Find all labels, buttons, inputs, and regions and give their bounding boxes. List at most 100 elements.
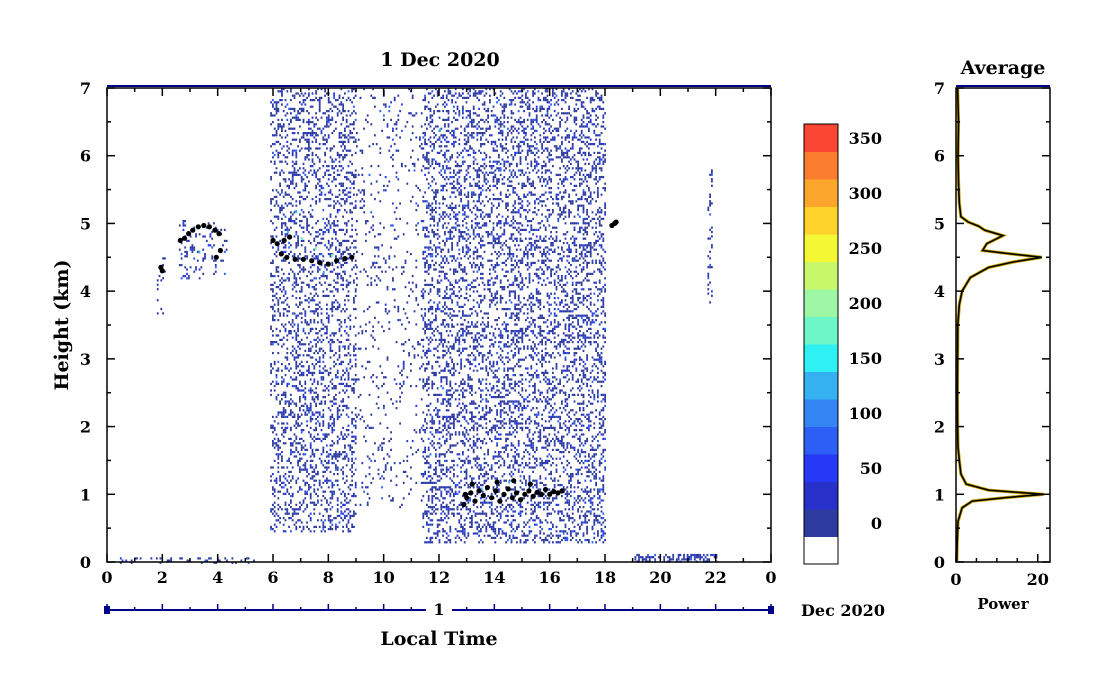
heatmap-cell: [293, 286, 296, 289]
heatmap-cell: [496, 187, 498, 190]
heatmap-cell: [433, 330, 435, 333]
heatmap-cell: [465, 334, 468, 337]
heatmap-cell: [333, 517, 335, 520]
heatmap-cell: [483, 323, 486, 326]
heatmap-cell: [345, 514, 348, 517]
heatmap-cell: [444, 488, 446, 491]
heatmap-cell: [304, 189, 307, 192]
heatmap-cell: [436, 534, 439, 537]
heatmap-cell: [308, 138, 310, 141]
heatmap-cell: [286, 193, 289, 196]
heatmap-cell: [288, 261, 290, 264]
heatmap-cell: [445, 305, 448, 308]
heatmap-cell: [449, 426, 452, 429]
heatmap-cell: [435, 466, 437, 469]
heatmap-cell: [442, 266, 444, 269]
heatmap-cell: [472, 233, 475, 236]
heatmap-cell: [489, 468, 491, 471]
heatmap-cell: [326, 510, 328, 513]
heatmap-cell: [340, 264, 343, 267]
heatmap-cell: [472, 261, 475, 264]
heatmap-cell: [471, 286, 473, 289]
heatmap-cell: [354, 347, 357, 350]
heatmap-cell: [327, 314, 330, 317]
heatmap-cell: [447, 334, 450, 337]
heatmap-cell: [445, 259, 448, 262]
heatmap-cell: [456, 475, 459, 478]
heatmap-cell: [435, 314, 437, 317]
heatmap-cell: [347, 376, 350, 379]
heatmap-cell: [320, 499, 323, 502]
heatmap-cell: [302, 118, 305, 121]
heatmap-cell: [272, 308, 274, 311]
heatmap-cell: [286, 204, 289, 207]
heatmap-cell: [275, 110, 278, 113]
heatmap-cell: [338, 160, 341, 163]
heatmap-cell: [349, 160, 352, 163]
heatmap-cell: [471, 332, 473, 335]
heatmap-cell: [336, 305, 339, 308]
heatmap-cell: [424, 173, 426, 176]
heatmap-cell: [317, 156, 319, 159]
heatmap-cell: [304, 103, 307, 106]
heatmap-cell: [494, 160, 497, 163]
heatmap-cell: [478, 167, 480, 170]
heatmap-cell: [496, 420, 498, 423]
heatmap-cell: [492, 455, 495, 458]
heatmap-cell: [293, 415, 296, 418]
heatmap-cell: [317, 473, 319, 476]
heatmap-cell: [431, 189, 434, 192]
heatmap-cell: [315, 123, 317, 126]
heatmap-cell: [354, 200, 357, 203]
heatmap-cell: [322, 409, 325, 412]
heatmap-cell: [422, 292, 425, 295]
heatmap-cell: [300, 176, 303, 179]
heatmap-cell: [440, 369, 443, 372]
heatmap-cell: [492, 222, 495, 225]
heatmap-cell: [469, 332, 471, 335]
heatmap-cell: [309, 477, 312, 480]
heatmap-cell: [347, 110, 350, 113]
heatmap-cell: [322, 354, 325, 357]
heatmap-cell: [453, 292, 455, 295]
heatmap-cell: [322, 371, 325, 374]
heatmap-cell: [492, 536, 495, 539]
heatmap-cell: [290, 332, 292, 335]
heatmap-cell: [451, 393, 453, 396]
heatmap-cell: [327, 514, 330, 517]
heatmap-cell: [324, 389, 326, 392]
heatmap-cell: [485, 501, 488, 504]
heatmap-cell: [478, 512, 480, 515]
heatmap-cell: [427, 530, 430, 533]
heatmap-cell: [286, 400, 289, 403]
heatmap-cell: [349, 195, 352, 198]
heatmap-cell: [293, 94, 296, 97]
heatmap-cell: [449, 294, 452, 297]
heatmap-cell: [311, 437, 314, 440]
heatmap-cell: [440, 270, 443, 273]
heatmap-cell: [447, 424, 450, 427]
heatmap-cell: [275, 226, 278, 229]
heatmap-cell: [498, 453, 500, 456]
heatmap-cell: [326, 228, 328, 231]
heatmap-cell: [422, 363, 425, 366]
heatmap-cell: [453, 105, 455, 108]
heatmap-cell: [476, 169, 479, 172]
heatmap-cell: [440, 477, 443, 480]
heatmap-cell: [344, 193, 346, 196]
heatmap-cell: [326, 182, 328, 185]
heatmap-cell: [489, 420, 491, 423]
heatmap-cell: [351, 457, 353, 460]
heatmap-cell: [481, 244, 484, 247]
heatmap-cell: [295, 442, 298, 445]
heatmap-cell: [331, 440, 334, 443]
heatmap-cell: [340, 506, 343, 509]
heatmap-cell: [354, 173, 357, 176]
heatmap-cell: [333, 224, 335, 227]
heatmap-cell: [449, 312, 452, 315]
heatmap-cell: [478, 268, 480, 271]
heatmap-cell: [474, 264, 477, 267]
heatmap-cell: [275, 374, 278, 377]
heatmap-cell: [476, 114, 479, 117]
heatmap-cell: [277, 413, 280, 416]
